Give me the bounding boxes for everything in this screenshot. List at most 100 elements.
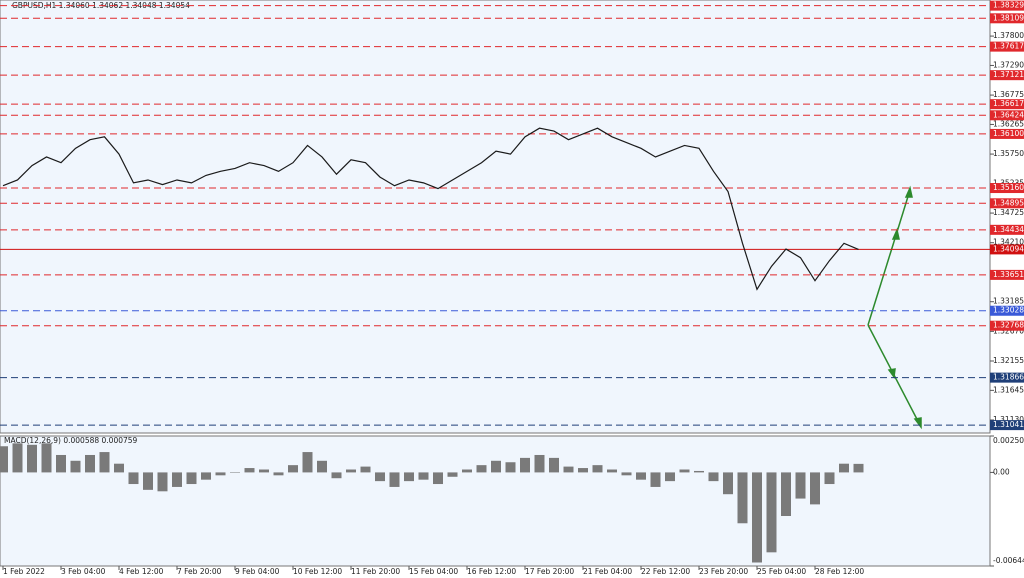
level-label: 1.37121 bbox=[993, 70, 1024, 79]
macd-bar bbox=[650, 472, 661, 487]
macd-bar bbox=[766, 472, 777, 553]
macd-bar bbox=[853, 463, 864, 473]
macd-bar bbox=[505, 462, 516, 473]
level-label: 1.34434 bbox=[993, 225, 1024, 234]
level-label-box bbox=[990, 198, 1024, 209]
level-label: 1.35160 bbox=[993, 183, 1024, 192]
level-label-box bbox=[990, 110, 1024, 121]
macd-bar bbox=[360, 466, 371, 473]
level-label: 1.33028 bbox=[993, 306, 1024, 315]
macd-bar bbox=[12, 443, 23, 473]
y-tick-label: 1.31130 bbox=[993, 415, 1024, 424]
macd-bar bbox=[230, 472, 240, 473]
x-tick-label: 7 Feb 20:00 bbox=[177, 567, 222, 576]
x-tick-label: 23 Feb 20:00 bbox=[699, 567, 748, 576]
macd-bar bbox=[215, 472, 226, 476]
y-tick-label: 1.32155 bbox=[993, 356, 1024, 365]
macd-bar bbox=[404, 472, 414, 482]
level-label: 1.36617 bbox=[993, 99, 1024, 108]
macd-bar bbox=[723, 472, 733, 495]
y-tick-label: 1.34725 bbox=[993, 208, 1024, 217]
macd-bar bbox=[375, 472, 385, 482]
macd-bar bbox=[128, 472, 139, 485]
y-tick-label: 1.35750 bbox=[993, 149, 1024, 158]
macd-bar bbox=[563, 466, 574, 473]
level-label: 1.36424 bbox=[993, 110, 1024, 119]
macd-bar bbox=[781, 472, 791, 517]
macd-bar bbox=[549, 457, 559, 473]
macd-bar bbox=[259, 469, 269, 473]
y-tick-label: 1.33185 bbox=[993, 297, 1024, 306]
macd-bar bbox=[157, 472, 168, 492]
x-tick-label: 17 Feb 20:00 bbox=[525, 567, 574, 576]
macd-bar bbox=[273, 472, 284, 476]
x-tick-label: 21 Feb 04:00 bbox=[583, 567, 632, 576]
x-tick-label: 4 Feb 12:00 bbox=[119, 567, 164, 576]
macd-bar bbox=[621, 472, 632, 476]
level-label: 1.37617 bbox=[993, 42, 1024, 51]
x-tick-label: 3 Feb 04:00 bbox=[61, 567, 106, 576]
macd-bar bbox=[70, 460, 81, 473]
macd-bar bbox=[172, 472, 182, 487]
y-tick-label: 0.00 bbox=[993, 467, 1010, 476]
y-tick-label: 1.36775 bbox=[993, 90, 1024, 99]
level-label-box bbox=[990, 244, 1024, 255]
macd-bar bbox=[520, 457, 530, 473]
level-label-box bbox=[990, 224, 1024, 235]
x-tick-label: 1 Feb 2022 bbox=[3, 567, 45, 576]
macd-bar bbox=[447, 472, 458, 477]
macd-bar bbox=[143, 472, 153, 490]
level-label: 1.36100 bbox=[993, 129, 1024, 138]
macd-bar bbox=[0, 446, 8, 473]
level-label: 1.38329 bbox=[993, 1, 1024, 10]
macd-bar bbox=[186, 472, 197, 485]
x-tick-label: 9 Feb 04:00 bbox=[235, 567, 280, 576]
macd-bar bbox=[839, 463, 849, 473]
level-label-box bbox=[990, 269, 1024, 280]
y-tick-label: 1.31645 bbox=[993, 385, 1024, 394]
macd-bar bbox=[694, 470, 704, 473]
x-tick-label: 11 Feb 20:00 bbox=[351, 567, 400, 576]
level-label: 1.31866 bbox=[993, 373, 1024, 382]
level-label-box bbox=[990, 13, 1024, 24]
x-tick-label: 28 Feb 12:00 bbox=[815, 567, 864, 576]
main-pane bbox=[0, 0, 991, 434]
level-label-box bbox=[990, 99, 1024, 110]
macd-bar bbox=[592, 465, 603, 473]
level-label-box bbox=[990, 41, 1024, 52]
y-tick-label: 1.36265 bbox=[993, 119, 1024, 128]
level-label-box bbox=[990, 128, 1024, 139]
macd-bar bbox=[665, 472, 675, 482]
macd-bar bbox=[302, 452, 313, 473]
macd-bar bbox=[636, 472, 646, 480]
x-tick-label: 25 Feb 04:00 bbox=[757, 567, 806, 576]
macd-bar bbox=[244, 468, 255, 473]
macd-bar bbox=[418, 472, 429, 480]
macd-bar bbox=[476, 465, 487, 473]
y-tick-label: 1.37290 bbox=[993, 60, 1024, 69]
level-label-box bbox=[990, 183, 1024, 194]
macd-bar bbox=[752, 472, 762, 563]
macd-bar bbox=[708, 472, 719, 482]
y-tick-label: 1.32670 bbox=[993, 326, 1024, 335]
level-label: 1.31041 bbox=[993, 420, 1024, 429]
macd-bar bbox=[824, 472, 835, 485]
y-tick-label: 1.37800 bbox=[993, 31, 1024, 40]
macd-bar bbox=[534, 454, 545, 473]
y-tick-label: 0.002506 bbox=[993, 436, 1024, 445]
macd-bar bbox=[85, 454, 95, 473]
macd-bar bbox=[810, 472, 820, 505]
macd-bar bbox=[433, 472, 443, 485]
x-tick-label: 16 Feb 12:00 bbox=[467, 567, 516, 576]
macd-bar bbox=[578, 468, 588, 473]
macd-bar bbox=[27, 444, 37, 473]
macd-bar bbox=[317, 460, 327, 473]
macd-title: MACD(12,26,9) 0.000588 0.000759 bbox=[4, 436, 138, 445]
x-tick-label: 22 Feb 12:00 bbox=[641, 567, 690, 576]
level-label-box bbox=[990, 372, 1024, 383]
level-label-box bbox=[990, 320, 1024, 331]
macd-bar bbox=[41, 443, 52, 473]
x-tick-label: 10 Feb 12:00 bbox=[293, 567, 342, 576]
